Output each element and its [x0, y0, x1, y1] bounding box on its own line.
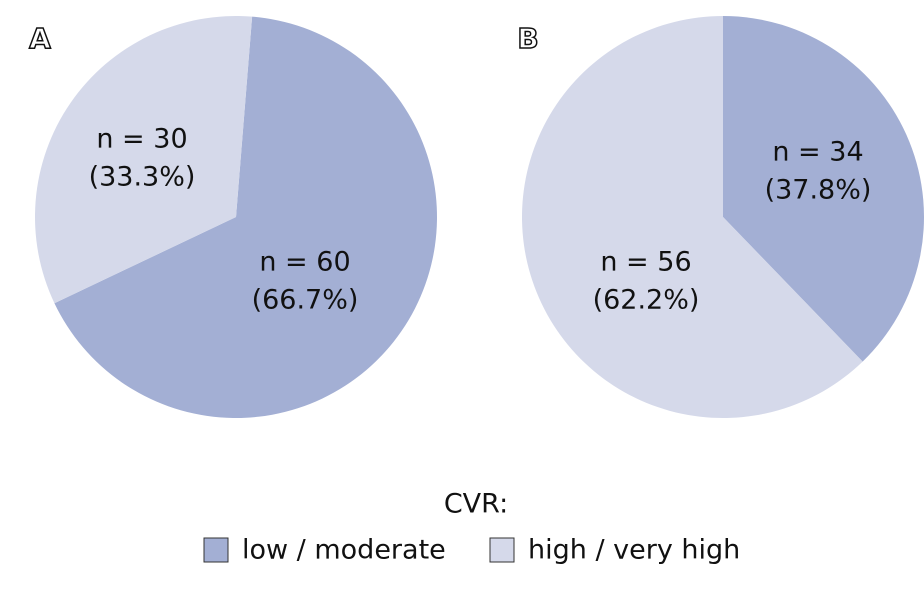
legend-swatch — [489, 537, 515, 563]
value-label: n = 34 — [772, 137, 863, 168]
legend-swatch — [203, 537, 229, 563]
percent-label: (62.2%) — [593, 285, 700, 316]
pie-slice — [34, 15, 253, 304]
percent-label: (66.7%) — [252, 285, 359, 316]
value-label: n = 56 — [600, 247, 691, 278]
pie-slice — [522, 16, 863, 418]
legend-label: low / moderate — [242, 535, 446, 566]
panel-label: A — [29, 22, 51, 55]
pie-slice — [723, 16, 924, 362]
value-label: n = 30 — [96, 124, 187, 155]
legend-title: CVR: — [444, 489, 508, 520]
percent-label: (37.8%) — [765, 175, 872, 206]
panel-label: B — [517, 22, 538, 55]
pie-slice — [54, 16, 438, 418]
legend-label: high / very high — [528, 535, 740, 566]
percent-label: (33.3%) — [89, 162, 196, 193]
value-label: n = 60 — [259, 247, 350, 278]
